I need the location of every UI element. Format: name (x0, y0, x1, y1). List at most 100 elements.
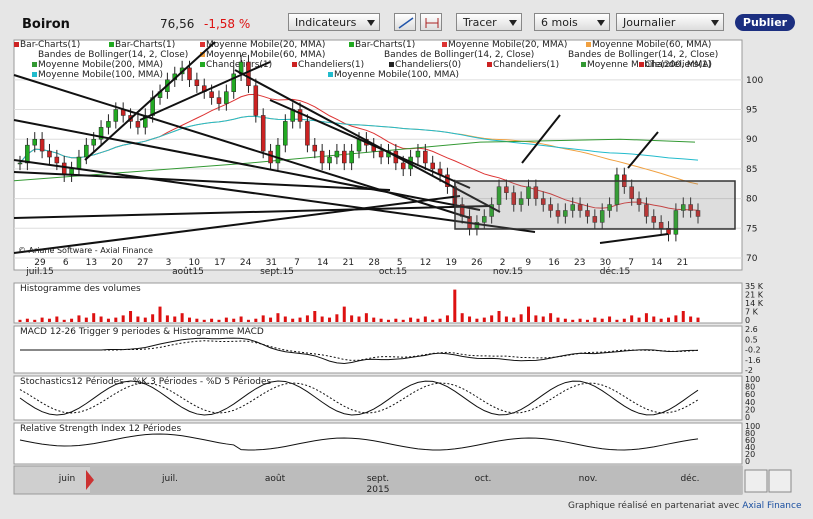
candle-body (526, 186, 531, 199)
draw-dropdown[interactable]: Tracer (456, 13, 522, 31)
y-tick-label: -1.6 (745, 356, 761, 365)
volume-bar (490, 315, 494, 322)
legend-label: Moyenne Mobile(100, MMA) (38, 70, 163, 80)
legend-swatch (586, 42, 591, 47)
credit-prefix: Graphique réalisé en partenariat avec (568, 501, 743, 511)
volume-bar (210, 318, 214, 322)
volume-bar (578, 318, 582, 322)
volume-bar (291, 318, 295, 322)
legend-swatch (349, 42, 354, 47)
volume-bar (350, 315, 354, 322)
candle-body (297, 109, 303, 122)
macd-line (20, 337, 699, 364)
volume-bar (600, 318, 604, 322)
publish-button[interactable]: Publier (735, 14, 795, 31)
candle-body (599, 210, 605, 223)
volume-bar (534, 315, 538, 322)
candle-body (17, 162, 23, 165)
x-tick-label: 17 (214, 258, 225, 268)
volume-bar (99, 316, 103, 322)
legend-label: Chandeliers(1) (298, 60, 364, 70)
candle-body (636, 198, 642, 205)
volume-bar (364, 313, 368, 322)
legend-label: Moyenne Mobile(60, MMA) (206, 50, 325, 60)
panel-title: Stochastics12 Périodes - %K 3 Périodes -… (20, 376, 272, 387)
candle-body (378, 150, 384, 158)
volume-bar (527, 306, 530, 322)
volume-bar (328, 317, 332, 322)
volume-bar (652, 316, 656, 322)
candle-body (268, 150, 273, 164)
legend-swatch (292, 62, 297, 67)
volume-bar (283, 316, 287, 322)
navigator-month: nov. (579, 474, 598, 484)
volume-bar (622, 318, 626, 322)
indicators-dropdown[interactable]: Indicateurs (288, 13, 380, 31)
candle-body (342, 150, 347, 164)
volume-bar (689, 316, 693, 322)
candle-body (688, 204, 693, 211)
legend-swatch (14, 42, 19, 47)
candle-body (607, 204, 612, 211)
navigator-month: sept. (367, 474, 389, 484)
panel-3 (13, 375, 743, 421)
legend-swatch (389, 62, 394, 67)
candle-body (695, 210, 701, 217)
legend-swatch (32, 72, 37, 77)
y-tick-label: 20 (745, 450, 755, 459)
volume-bar (70, 318, 74, 322)
frequency-dropdown[interactable]: Journalier (616, 13, 724, 31)
volume-bar (313, 311, 317, 322)
candle-body (577, 204, 583, 211)
period-dropdown[interactable]: 6 mois (534, 13, 610, 31)
x-tick-label: 7 (628, 258, 634, 268)
frequency-label: Journalier (623, 16, 676, 29)
candle-body (54, 156, 60, 164)
line-tool-button[interactable] (394, 13, 416, 31)
panel-title: Histogramme des volumes (20, 284, 141, 294)
volume-bar (298, 317, 302, 322)
volume-bar (62, 319, 66, 322)
hline-tool-button[interactable] (420, 13, 442, 31)
x-tick-label: 19 (445, 258, 457, 268)
candle-body (592, 216, 598, 223)
x-tick-label: 2 (500, 258, 506, 268)
chevron-down-icon (711, 20, 719, 26)
volume-bar (195, 318, 199, 322)
volume-bar (151, 314, 155, 322)
volume-bar (637, 317, 641, 322)
candle-body (224, 91, 229, 104)
candle-body (260, 115, 266, 152)
y-tick-label: -0.2 (745, 346, 761, 355)
y-tick-label: 2.6 (745, 325, 758, 334)
volume-bar (136, 316, 140, 322)
volume-bar (269, 317, 273, 322)
candle-body (209, 91, 214, 98)
candle-body (673, 210, 679, 235)
x-tick-label: 13 (86, 258, 97, 268)
volume-bar (394, 318, 398, 322)
trend-line (13, 195, 461, 254)
volume-bar (357, 316, 361, 322)
y-tick-label: -2 (745, 366, 753, 375)
y-tick-label: 21 K (745, 291, 764, 300)
y-tick-label: 100 (745, 375, 760, 384)
month-label: déc.15 (600, 266, 631, 277)
candle-body (334, 150, 340, 158)
volume-bar (556, 317, 560, 322)
volume-bar (504, 316, 508, 322)
moving-average-200-line (13, 138, 696, 182)
candle-body (504, 186, 509, 193)
candle-body (430, 162, 435, 170)
chevron-down-icon (367, 20, 375, 26)
volume-bar (25, 318, 29, 322)
hline-tool-icon (425, 18, 439, 28)
panel-2 (13, 325, 743, 374)
trend-line (234, 69, 501, 213)
volume-bar (475, 318, 479, 322)
x-tick-label: 12 (420, 258, 431, 268)
candle-body (489, 204, 494, 217)
candle-body (187, 67, 192, 81)
credit-brand[interactable]: Axial Finance (742, 501, 802, 511)
